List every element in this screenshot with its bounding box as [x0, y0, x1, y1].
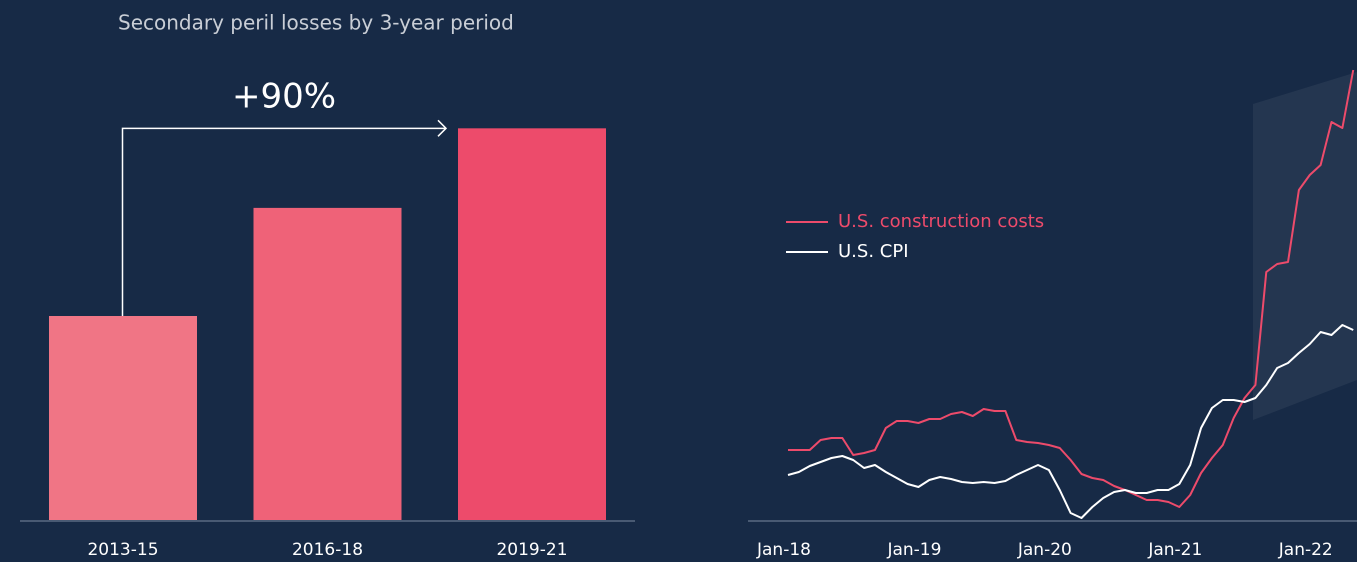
x-tick-label: 2013-15 [87, 540, 158, 560]
legend-label: U.S. CPI [838, 241, 909, 262]
arrow-head [437, 119, 448, 137]
chart-title: Secondary peril losses by 3-year period [118, 11, 514, 35]
x-tick-label: Jan-21 [1147, 540, 1202, 560]
bar [458, 128, 606, 520]
x-tick-label: 2019-21 [496, 540, 567, 560]
bar [49, 316, 197, 520]
x-tick-label: Jan-18 [756, 540, 811, 560]
bar [253, 207, 402, 520]
annotation: +90% [232, 77, 336, 117]
x-tick-label: 2016-18 [292, 540, 363, 560]
annotation-arrow [121, 127, 446, 316]
x-tick-label: Jan-20 [1017, 540, 1072, 560]
line-series [788, 69, 1355, 508]
x-tick-label: Jan-22 [1278, 540, 1333, 560]
x-tick-label: Jan-19 [886, 540, 941, 560]
legend-label: U.S. construction costs [838, 211, 1044, 232]
line-series [787, 324, 1354, 519]
highlight-band [1253, 72, 1357, 420]
